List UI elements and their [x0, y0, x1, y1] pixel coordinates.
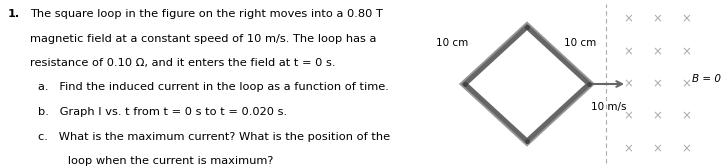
- Text: ×: ×: [623, 13, 633, 26]
- Text: ×: ×: [623, 45, 633, 58]
- Text: ×: ×: [652, 45, 662, 58]
- Text: The square loop in the figure on the right moves into a 0.80 T: The square loop in the figure on the rig…: [30, 9, 383, 19]
- Text: resistance of 0.10 Ω, and it enters the field at t = 0 s.: resistance of 0.10 Ω, and it enters the …: [30, 58, 335, 68]
- Text: ×: ×: [652, 13, 662, 26]
- Text: ×: ×: [681, 13, 691, 26]
- Text: ×: ×: [623, 77, 633, 91]
- Text: ×: ×: [681, 45, 691, 58]
- Text: loop when the current is maximum?: loop when the current is maximum?: [46, 156, 273, 166]
- Text: c.   What is the maximum current? What is the position of the: c. What is the maximum current? What is …: [38, 131, 390, 141]
- Polygon shape: [465, 27, 589, 141]
- Text: ×: ×: [681, 110, 691, 123]
- Text: B = 0.80 T: B = 0.80 T: [692, 74, 721, 84]
- Text: ×: ×: [623, 142, 633, 155]
- Text: ×: ×: [681, 142, 691, 155]
- Text: ×: ×: [681, 77, 691, 91]
- Text: ×: ×: [623, 110, 633, 123]
- Text: a.   Find the induced current in the loop as a function of time.: a. Find the induced current in the loop …: [38, 82, 389, 93]
- Text: ×: ×: [652, 77, 662, 91]
- Text: ×: ×: [652, 110, 662, 123]
- Text: 10 m/s: 10 m/s: [591, 102, 627, 112]
- Text: magnetic field at a constant speed of 10 m/s. The loop has a: magnetic field at a constant speed of 10…: [30, 34, 376, 43]
- Text: 10 cm: 10 cm: [435, 38, 468, 47]
- Text: b.   Graph I vs. t from t = 0 s to t = 0.020 s.: b. Graph I vs. t from t = 0 s to t = 0.0…: [38, 107, 287, 117]
- Text: 1.: 1.: [8, 9, 20, 19]
- Text: 10 cm: 10 cm: [564, 38, 596, 47]
- Text: ×: ×: [652, 142, 662, 155]
